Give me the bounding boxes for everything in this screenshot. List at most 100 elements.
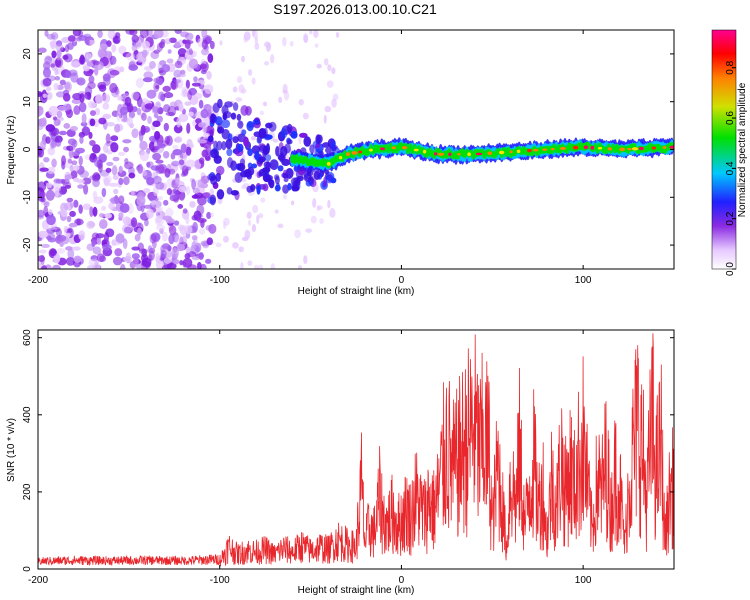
- spectrogram-noise-blob: [113, 188, 119, 195]
- spectrogram-noise-blob: [109, 69, 120, 76]
- snr-series-line: [38, 333, 674, 567]
- spectrogram-noise-blob: [180, 31, 190, 38]
- spectrogram-noise-blob: [103, 177, 111, 187]
- spectrogram-noise-blob: [208, 223, 217, 234]
- spectrogram-fringe-blob: [305, 228, 313, 233]
- spectrogram-ridge-peak: [527, 148, 532, 153]
- spectrogram-cloud-blob: [262, 149, 267, 158]
- spectrogram-noise-blob: [183, 151, 188, 162]
- spectrogram-noise-blob: [185, 146, 192, 156]
- spectrogram-cloud-blob: [232, 102, 239, 111]
- spectrogram-noise-blob: [38, 261, 42, 268]
- spectrogram-noise-blob: [147, 245, 153, 254]
- spectrogram-noise-blob: [63, 123, 71, 129]
- spectrogram-noise-blob: [186, 122, 191, 134]
- spectrogram-cloud-blob: [215, 165, 225, 176]
- spectrogram-fringe-blob: [327, 64, 332, 72]
- spectrogram-noise-blob: [63, 225, 68, 233]
- spectrogram-fringe-blob: [223, 217, 230, 226]
- spectrogram-fringe-blob: [210, 212, 214, 218]
- spectrogram-fringe-blob: [335, 31, 340, 38]
- spectrogram-fringe-blob: [247, 69, 253, 76]
- spectrogram-cloud-blob: [287, 182, 292, 191]
- spectrogram-noise-blob: [111, 44, 117, 53]
- spectrogram-noise-blob: [174, 234, 183, 245]
- spectrogram-noise-blob: [99, 39, 109, 50]
- spectrogram-noise-blob: [38, 181, 47, 192]
- spectrogram-noise-blob: [41, 264, 47, 269]
- spectrogram-noise-blob: [184, 224, 193, 235]
- spectrogram-fringe-blob: [316, 63, 322, 69]
- spectrogram-noise-blob: [191, 82, 201, 87]
- spectrogram-noise-blob: [198, 252, 204, 260]
- spectrogram-noise-blob: [191, 235, 198, 241]
- colorbar-gradient: [711, 29, 737, 270]
- spectrogram-noise-blob: [82, 203, 91, 211]
- spectrogram-fringe-blob: [331, 67, 336, 75]
- spectrogram-noise-blob: [73, 164, 80, 171]
- spectrogram-noise-blob: [73, 150, 81, 156]
- spectrogram-noise-blob: [50, 226, 61, 232]
- snr-x-ticks: -200 -100 0 100: [28, 330, 592, 586]
- spectrogram-noise-blob: [41, 243, 50, 249]
- spectrogram-noise-blob: [166, 188, 172, 196]
- spectrogram-cloud-blob: [221, 119, 231, 129]
- spectrogram-fringe-blob: [209, 188, 215, 196]
- spectrogram-noise-blob: [177, 48, 187, 57]
- spectrogram-cloud-blob: [252, 119, 260, 125]
- spectrogram-noise-blob: [188, 111, 194, 117]
- spectrogram-noise-blob: [95, 93, 103, 105]
- spectrogram-noise-blob: [191, 241, 197, 250]
- spectrogram-fringe-blob: [282, 36, 287, 47]
- spectrogram-noise-blob: [165, 208, 174, 217]
- spectrogram-noise-blob: [118, 45, 127, 55]
- spectrogram-noise-blob: [46, 33, 56, 40]
- spectrogram-noise-blob: [94, 107, 101, 116]
- spectrogram-cloud-blob: [315, 134, 321, 145]
- spectrogram-noise-blob: [162, 243, 171, 250]
- spectrogram-noise-blob: [137, 227, 142, 236]
- spectrogram-fringe-blob: [251, 224, 257, 233]
- spectrogram-fringe-blob: [235, 97, 243, 102]
- spectrogram-ridge-peak: [533, 148, 539, 152]
- spectrogram-noise-blob: [173, 79, 182, 84]
- spectrogram-noise-blob: [78, 30, 84, 37]
- spectrogram-noise-blob: [178, 186, 188, 193]
- spectrogram-noise-blob: [155, 85, 160, 90]
- spectrogram-noise-blob: [50, 32, 59, 40]
- spectrogram-noise-blob: [150, 232, 161, 242]
- spectrogram-noise-blob: [38, 230, 49, 239]
- spectrogram-noise-blob: [102, 73, 111, 82]
- spectrogram-noise-blob: [141, 257, 152, 268]
- spectrogram-noise-blob: [163, 92, 174, 99]
- spectrogram-ridge-peak: [448, 152, 452, 157]
- spectrogram-noise-blob: [128, 172, 136, 179]
- spectrogram-noise-blob: [174, 41, 181, 48]
- spectrogram-noise-blob: [184, 32, 194, 41]
- spectrogram-noise-blob: [201, 48, 209, 56]
- spectrogram-ridge-peak: [619, 147, 626, 152]
- spectrogram-noise-blob: [131, 253, 140, 260]
- spectrogram-cloud-blob: [277, 165, 284, 172]
- spectrogram-noise-blob: [89, 118, 96, 127]
- spectrogram-ridge-peak: [358, 150, 363, 154]
- spectrogram-noise-blob: [188, 58, 199, 69]
- spectrogram-fringe-blob: [254, 264, 259, 269]
- spectrogram-cloud-blob: [239, 158, 246, 167]
- spectrogram-cloud-blob: [254, 150, 260, 161]
- spectrogram-noise-blob: [76, 179, 85, 184]
- spectrogram-noise-blob: [94, 173, 101, 181]
- spectrogram-noise-blob: [114, 123, 121, 133]
- spectrogram-noise-blob: [191, 194, 200, 199]
- spectrogram-noise-blob: [152, 152, 162, 161]
- spectrogram-ridge-peak: [638, 146, 644, 151]
- spectrogram-noise-blob: [178, 113, 189, 123]
- colorbar-tick-label: 0.8: [725, 60, 736, 74]
- spectrogram-noise-blob: [182, 257, 193, 268]
- spectrogram-noise-blob: [161, 64, 171, 73]
- spectrogram-noise-blob: [200, 172, 206, 179]
- spectrogram-ridge-peak: [572, 145, 579, 150]
- spectrogram-noise-blob: [178, 103, 184, 112]
- spectrogram-noise-blob: [164, 249, 173, 258]
